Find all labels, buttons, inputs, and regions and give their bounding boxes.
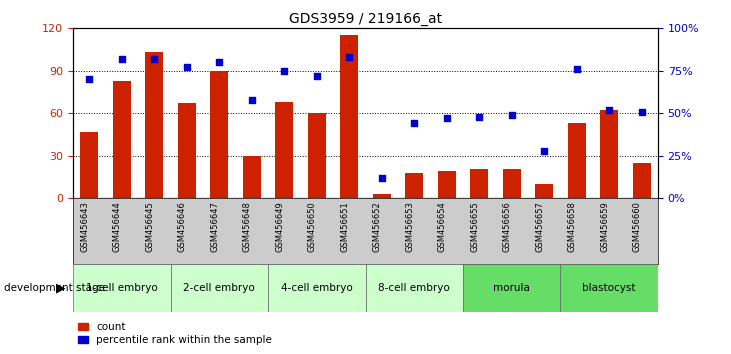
Bar <box>341 35 358 198</box>
Bar <box>276 102 293 198</box>
Bar <box>438 171 455 198</box>
Text: blastocyst: blastocyst <box>583 282 636 293</box>
Bar <box>308 113 326 198</box>
Text: 1-cell embryo: 1-cell embryo <box>86 282 158 293</box>
Text: development stage: development stage <box>4 282 105 293</box>
Text: GSM456653: GSM456653 <box>405 201 414 252</box>
Text: 4-cell embryo: 4-cell embryo <box>281 282 352 293</box>
Bar <box>470 169 488 198</box>
Point <box>376 175 387 181</box>
Bar <box>80 132 98 198</box>
Point <box>506 112 518 118</box>
Text: GSM456651: GSM456651 <box>340 201 349 252</box>
Text: GSM456659: GSM456659 <box>600 201 609 252</box>
Text: GSM456649: GSM456649 <box>276 201 284 252</box>
Text: GSM456647: GSM456647 <box>211 201 219 252</box>
Bar <box>503 169 520 198</box>
Bar <box>170 264 268 312</box>
Bar <box>561 264 658 312</box>
Point <box>603 107 615 113</box>
Text: GSM456644: GSM456644 <box>113 201 122 252</box>
Text: GSM456650: GSM456650 <box>308 201 317 252</box>
Point <box>148 56 160 62</box>
Point <box>571 66 583 72</box>
Point <box>344 55 355 60</box>
Text: GSM456648: GSM456648 <box>243 201 251 252</box>
Text: morula: morula <box>493 282 530 293</box>
Text: GSM456660: GSM456660 <box>632 201 642 252</box>
Point <box>83 76 95 82</box>
Point <box>246 97 257 103</box>
Bar <box>373 194 390 198</box>
Text: GSM456656: GSM456656 <box>503 201 512 252</box>
Text: GSM456652: GSM456652 <box>373 201 382 252</box>
Point <box>279 68 290 74</box>
Bar <box>405 173 423 198</box>
Bar <box>463 264 561 312</box>
Text: GSM456645: GSM456645 <box>145 201 154 252</box>
Bar <box>366 264 463 312</box>
Text: GSM456658: GSM456658 <box>568 201 577 252</box>
Legend: count, percentile rank within the sample: count, percentile rank within the sample <box>78 322 272 345</box>
Title: GDS3959 / 219166_at: GDS3959 / 219166_at <box>289 12 442 26</box>
Point <box>538 148 550 154</box>
Bar <box>178 103 196 198</box>
Point <box>213 59 225 65</box>
Text: GSM456655: GSM456655 <box>470 201 480 252</box>
Point <box>181 64 193 70</box>
Point <box>474 114 485 120</box>
Point <box>441 115 452 121</box>
Bar <box>568 123 586 198</box>
Bar <box>211 71 228 198</box>
Text: 8-cell embryo: 8-cell embryo <box>379 282 450 293</box>
Point <box>636 109 648 114</box>
Bar <box>145 52 163 198</box>
Text: GSM456646: GSM456646 <box>178 201 187 252</box>
Text: GSM456643: GSM456643 <box>80 201 89 252</box>
Bar <box>268 264 366 312</box>
Bar <box>73 264 170 312</box>
Text: ▶: ▶ <box>56 281 66 294</box>
Text: 2-cell embryo: 2-cell embryo <box>183 282 255 293</box>
Point <box>311 73 322 79</box>
Bar <box>243 156 261 198</box>
Point <box>409 121 420 126</box>
Point <box>116 56 128 62</box>
Text: GSM456654: GSM456654 <box>438 201 447 252</box>
Text: GSM456657: GSM456657 <box>535 201 544 252</box>
Bar <box>600 110 618 198</box>
Bar <box>633 163 651 198</box>
Bar <box>113 81 131 198</box>
Bar <box>535 184 553 198</box>
